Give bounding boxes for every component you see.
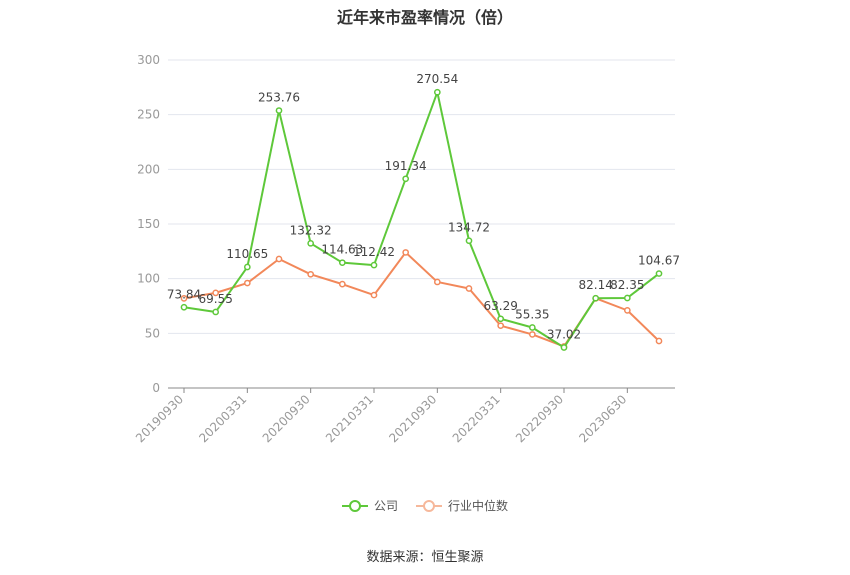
data-point-company (560, 344, 568, 351)
data-point-company (655, 270, 663, 277)
y-tick-label: 250 (137, 108, 160, 122)
legend-swatch-industry-median (416, 499, 442, 513)
data-label: 191.34 (385, 159, 427, 173)
data-point-company (623, 294, 631, 302)
chart-title: 近年来市盈率情况（倍） (336, 8, 513, 27)
data-point-company (307, 239, 315, 247)
data-point-industry-median (212, 289, 220, 297)
source-note: 数据来源：恒生聚源 (366, 550, 484, 565)
data-point-industry-median (243, 279, 251, 287)
legend-item-industry-median[interactable]: 行业中位数 (416, 497, 508, 514)
legend-label-industry-median: 行业中位数 (448, 499, 509, 513)
legend: 公司 行业中位数 (0, 497, 850, 514)
x-tick-label: 20220930 (513, 392, 566, 445)
data-label: 253.76 (258, 91, 300, 105)
data-label: 63.29 (483, 299, 517, 313)
data-label: 69.55 (198, 292, 232, 306)
data-label: 37.02 (547, 328, 581, 342)
data-point-company (180, 303, 188, 311)
x-tick-label: 20190930 (133, 392, 186, 445)
data-point-industry-median (433, 278, 441, 286)
x-tick-label: 20220331 (450, 392, 503, 445)
x-tick-label: 20200331 (196, 392, 249, 445)
data-point-industry-median (465, 285, 473, 292)
x-tick-label: 20210331 (323, 392, 376, 445)
data-point-company (497, 315, 505, 323)
data-point-company (370, 261, 378, 269)
data-label: 112.42 (353, 245, 395, 259)
data-point-industry-median (623, 307, 631, 314)
axes: 0 50 100 150 200 250 300 20190930 20200331 202009… (133, 53, 675, 445)
legend-item-company[interactable]: 公司 (341, 497, 398, 514)
data-point-industry-median (655, 337, 663, 345)
y-tick-label: 300 (137, 53, 160, 67)
data-label: 73.84 (167, 287, 201, 301)
data-point-company (433, 88, 441, 96)
data-label: 132.32 (290, 223, 332, 237)
x-tick-label: 20230630 (576, 392, 629, 445)
data-point-industry-median (338, 280, 346, 288)
data-point-industry-median (275, 255, 283, 263)
data-point-company (465, 237, 473, 245)
y-tick-label: 150 (137, 217, 160, 231)
data-point-company (275, 107, 283, 114)
data-label: 55.35 (515, 307, 549, 321)
grid-lines (168, 59, 675, 334)
data-label: 134.72 (448, 221, 490, 235)
y-tick-label: 200 (137, 162, 160, 176)
y-tick-label: 50 (145, 326, 160, 340)
legend-swatch-company (341, 499, 368, 513)
data-point-industry-median (370, 291, 378, 299)
x-tick-label: 20210930 (386, 392, 439, 445)
legend-label-company: 公司 (373, 499, 398, 513)
data-point-company (338, 259, 346, 267)
x-tick-label: 20200930 (260, 392, 313, 445)
data-label: 110.65 (226, 247, 268, 261)
data-point-industry-median (528, 331, 536, 338)
data-label: 270.54 (416, 72, 458, 86)
data-label: 104.67 (638, 254, 680, 268)
series-lines (180, 88, 663, 351)
data-point-company (243, 263, 251, 271)
series-line-industry-median (183, 251, 660, 348)
data-point-industry-median (180, 294, 188, 302)
y-tick-label: 100 (137, 272, 160, 286)
data-point-company (402, 175, 410, 183)
data-point-industry-median (402, 249, 410, 256)
data-point-industry-median (497, 322, 505, 330)
data-label: 82.14 (578, 278, 612, 292)
data-point-company (592, 294, 600, 302)
data-label: 82.35 (610, 278, 644, 292)
data-point-industry-median (307, 270, 315, 278)
data-label: 114.63 (321, 243, 363, 257)
data-point-company (212, 308, 220, 316)
series-line-company (183, 91, 660, 349)
y-tick-label: 0 (152, 381, 160, 395)
data-point-company (528, 324, 536, 331)
